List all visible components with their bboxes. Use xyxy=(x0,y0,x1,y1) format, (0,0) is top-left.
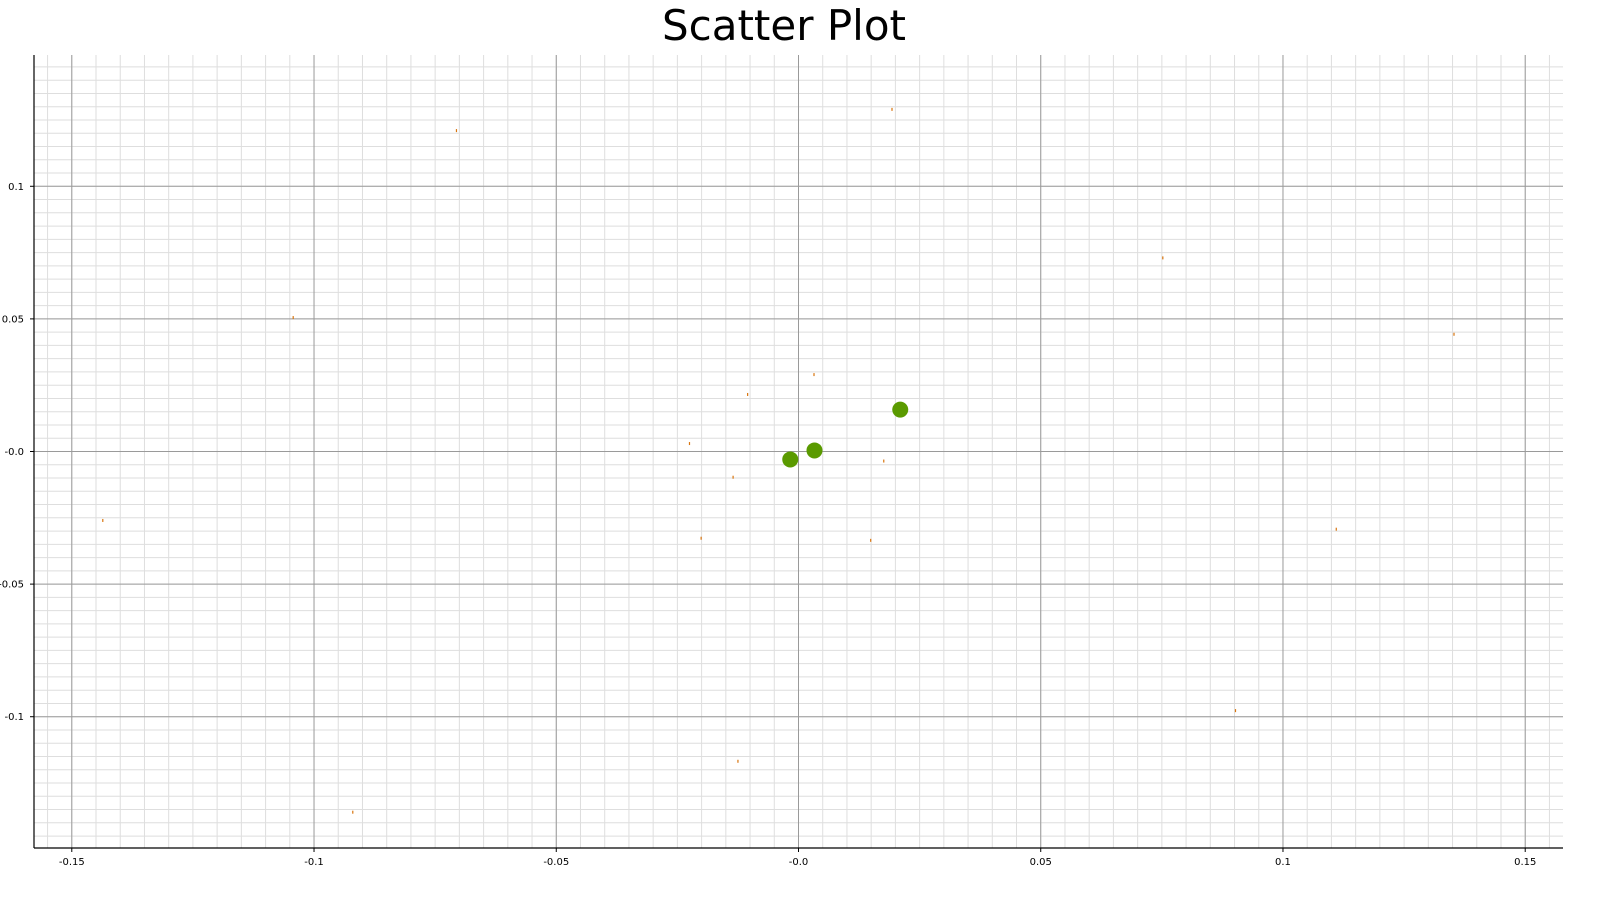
scatter-point-small xyxy=(700,536,702,540)
chart-title: Scatter Plot xyxy=(662,1,906,50)
axes xyxy=(30,55,1563,852)
scatter-point-small xyxy=(891,107,893,111)
x-tick-label: -0.1 xyxy=(304,857,324,868)
scatter-point-large xyxy=(892,401,909,418)
x-tick-label: 0.15 xyxy=(1514,857,1536,868)
scatter-point-small xyxy=(1335,527,1337,531)
x-tick-label: 0.05 xyxy=(1030,857,1052,868)
scatter-point-small xyxy=(732,475,734,479)
x-tick-label: -0.0 xyxy=(789,857,809,868)
scatter-point-small xyxy=(813,373,815,377)
major-grid xyxy=(34,55,1563,848)
scatter-point-small xyxy=(352,810,354,814)
scatter-point-small xyxy=(747,392,749,396)
data-points xyxy=(102,107,1455,814)
scatter-point-small xyxy=(102,518,104,522)
scatter-point-large xyxy=(782,451,799,468)
scatter-point-small xyxy=(1453,332,1455,336)
scatter-point-small xyxy=(455,129,458,133)
scatter-point-small xyxy=(292,316,294,320)
scatter-point-small xyxy=(883,459,885,463)
scatter-point-small xyxy=(1162,256,1164,260)
y-tick-label: -0.05 xyxy=(0,580,24,591)
x-tick-label: 0.1 xyxy=(1275,857,1291,868)
x-tick-label: -0.05 xyxy=(543,857,569,868)
scatter-point-small xyxy=(870,538,872,542)
scatter-point-large xyxy=(806,442,823,459)
scatter-point-small xyxy=(737,759,739,763)
y-tick-label: -0.1 xyxy=(4,712,24,723)
x-tick-label: -0.15 xyxy=(59,857,85,868)
tick-labels: -0.15 -0.1 -0.05 -0.0 0.05 0.1 0.15 0.1 0.05 -0.0… xyxy=(0,182,1536,868)
scatter-point-small xyxy=(688,442,691,446)
y-tick-label: 0.1 xyxy=(8,182,24,193)
scatter-point-small xyxy=(1234,709,1237,713)
y-tick-label: 0.05 xyxy=(2,314,24,325)
y-tick-label: -0.0 xyxy=(4,447,24,458)
